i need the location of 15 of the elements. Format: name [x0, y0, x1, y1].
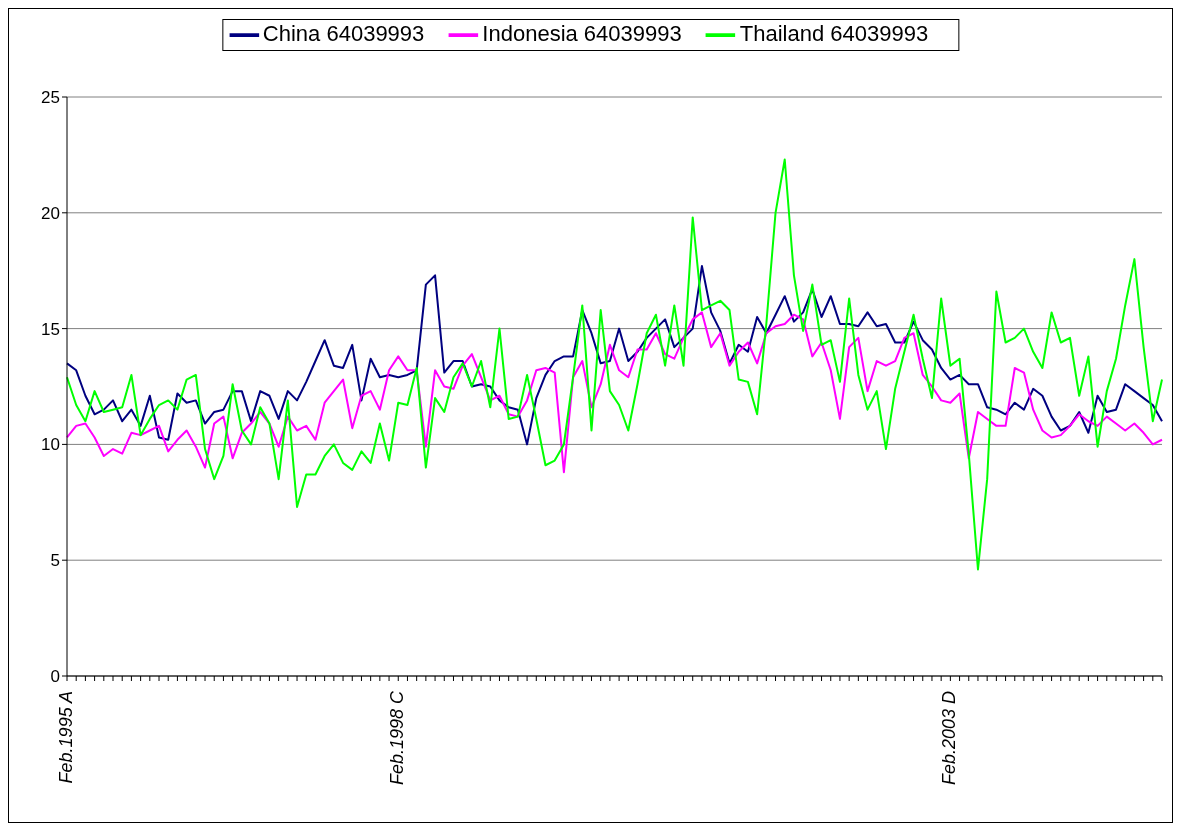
legend-label: China 64039993: [262, 20, 425, 46]
line-series: [66, 311, 1163, 474]
y-tick-label: 5: [50, 551, 60, 571]
legend-label: Thailand 64039993: [739, 20, 929, 46]
x-tick-label: Feb.1998 C: [387, 690, 408, 786]
y-tick-label: 20: [41, 203, 60, 223]
x-tick-label: Feb.1995 A: [55, 691, 76, 784]
y-tick-label: 15: [41, 319, 60, 339]
line-series: [66, 158, 1163, 571]
y-tick-label: 10: [41, 435, 60, 455]
line-series: [66, 265, 1163, 446]
y-tick-label: 25: [41, 88, 60, 108]
x-tick-label: Feb.2003 D: [939, 691, 960, 786]
y-tick-label: 0: [50, 667, 60, 687]
legend-label: Indonesia 64039993: [482, 20, 682, 46]
